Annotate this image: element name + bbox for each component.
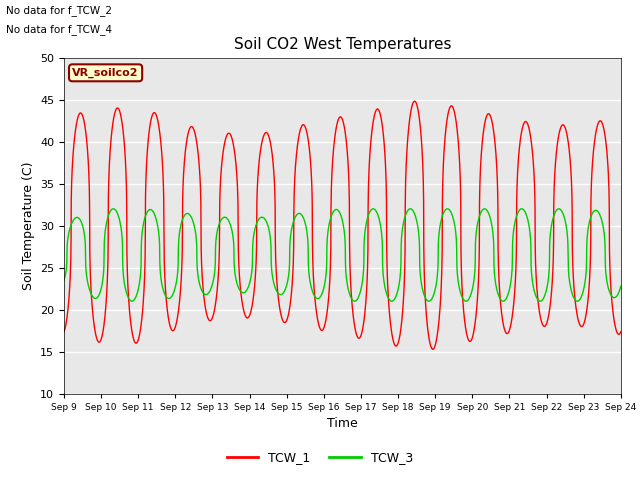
TCW_3 [573, 298, 581, 304]
TCW_1 [411, 98, 419, 104]
Text: No data for f_TCW_4: No data for f_TCW_4 [6, 24, 113, 35]
TCW_1 [157, 137, 164, 143]
TCW_3 [298, 212, 305, 218]
TCW_3 [157, 272, 164, 278]
TCW_1 [124, 274, 131, 279]
TCW_1 [617, 329, 625, 335]
TCW_3 [274, 289, 282, 295]
Title: Soil CO2 West Temperatures: Soil CO2 West Temperatures [234, 37, 451, 52]
TCW_3 [606, 290, 614, 296]
Line: TCW_1: TCW_1 [64, 101, 621, 349]
Text: No data for f_TCW_2: No data for f_TCW_2 [6, 5, 113, 16]
TCW_3 [124, 293, 131, 299]
TCW_1 [298, 123, 305, 129]
TCW_1 [606, 273, 614, 278]
Text: VR_soilco2: VR_soilco2 [72, 68, 139, 78]
Line: TCW_3: TCW_3 [64, 209, 621, 301]
TCW_1 [60, 329, 68, 335]
TCW_3 [555, 206, 563, 212]
X-axis label: Time: Time [327, 417, 358, 430]
TCW_1 [429, 347, 436, 352]
TCW_3 [60, 277, 68, 283]
Legend: TCW_1, TCW_3: TCW_1, TCW_3 [222, 446, 418, 469]
Y-axis label: Soil Temperature (C): Soil Temperature (C) [22, 161, 35, 290]
TCW_1 [547, 302, 554, 308]
TCW_3 [546, 237, 554, 243]
TCW_3 [617, 283, 625, 289]
TCW_1 [274, 287, 282, 293]
